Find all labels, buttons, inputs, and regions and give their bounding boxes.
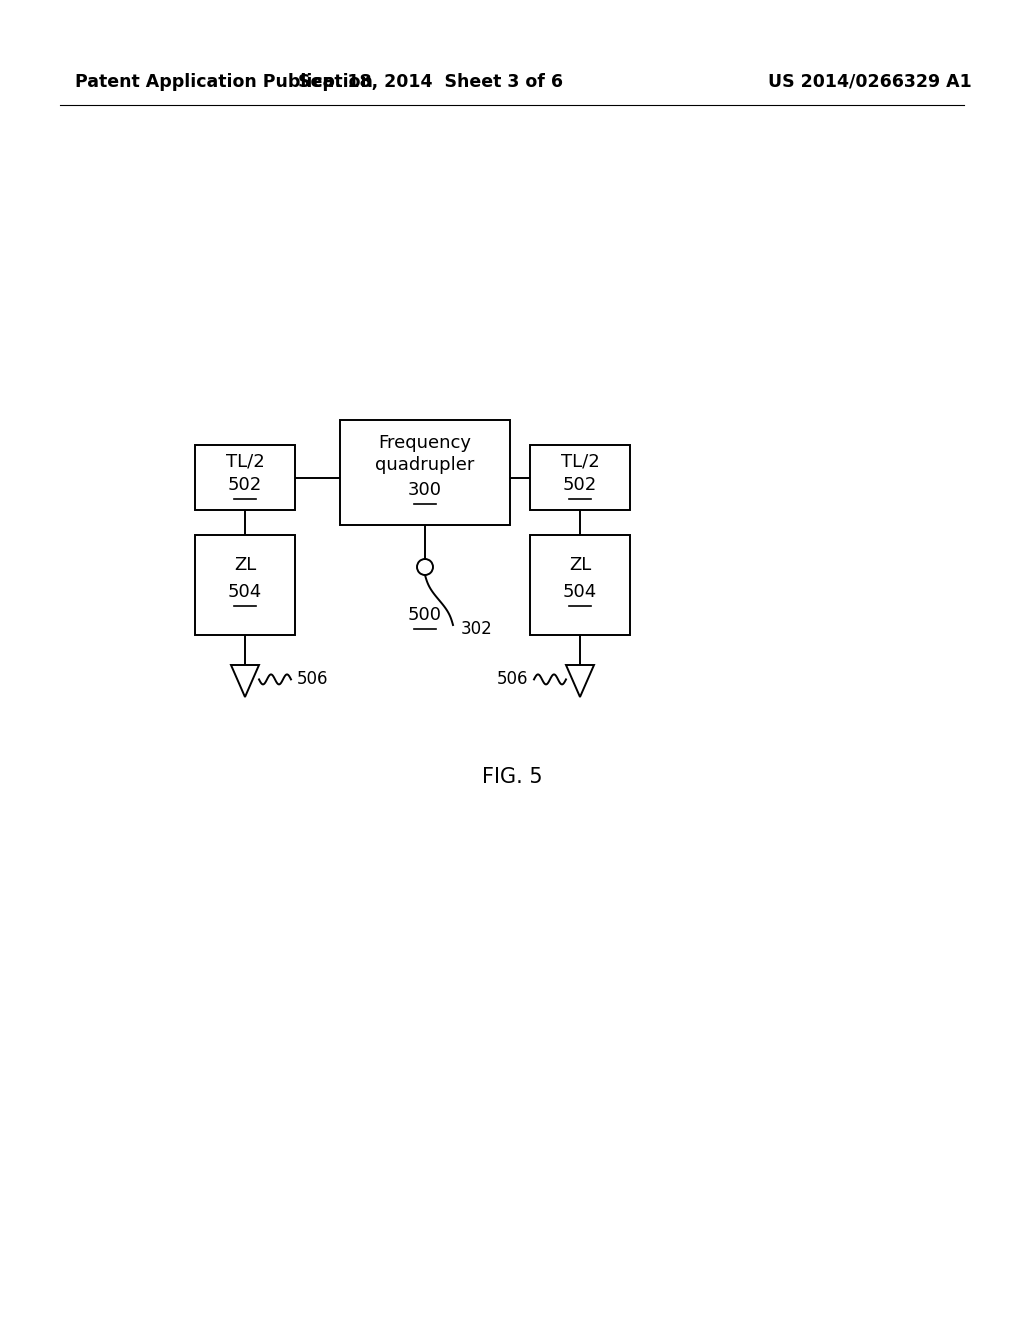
Text: 506: 506 [497,671,528,689]
Text: 504: 504 [228,583,262,601]
Text: ZL: ZL [233,556,256,574]
Text: 504: 504 [563,583,597,601]
Circle shape [417,558,433,576]
Text: 500: 500 [408,606,442,624]
Bar [195,535,295,635]
Text: Patent Application Publication: Patent Application Publication [75,73,373,91]
Text: Frequency: Frequency [379,434,471,451]
Bar [530,535,630,635]
Text: TL/2: TL/2 [225,453,264,471]
Text: ZL: ZL [569,556,591,574]
Text: 300: 300 [408,480,442,499]
Text: 302: 302 [461,620,493,638]
Text: 502: 502 [228,477,262,494]
Polygon shape [231,665,259,697]
Bar [195,445,295,510]
Polygon shape [566,665,594,697]
Text: 506: 506 [297,671,329,689]
Text: US 2014/0266329 A1: US 2014/0266329 A1 [768,73,972,91]
Text: 502: 502 [563,477,597,494]
Text: FIG. 5: FIG. 5 [481,767,543,787]
Bar [530,445,630,510]
Text: TL/2: TL/2 [560,453,599,471]
Bar [340,420,510,525]
Text: quadrupler: quadrupler [376,455,475,474]
Text: Sep. 18, 2014  Sheet 3 of 6: Sep. 18, 2014 Sheet 3 of 6 [298,73,562,91]
